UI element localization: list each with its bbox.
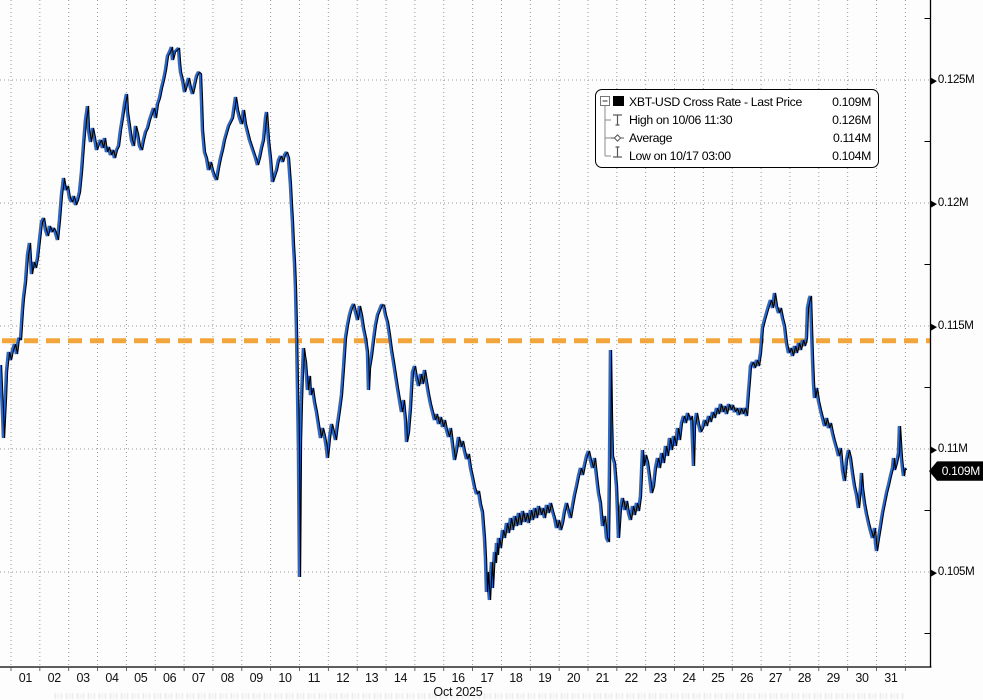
x-tick-label: 19 — [538, 671, 552, 685]
x-tick-label: 05 — [134, 671, 148, 685]
x-tick-label: 09 — [249, 671, 264, 685]
y-tick-arrow-icon: ▶ — [931, 320, 937, 332]
y-tick-label: ▶ 0.115M — [931, 318, 974, 334]
y-tick-text: 0.115M — [937, 320, 974, 332]
x-tick-label: 12 — [336, 671, 350, 685]
legend-series-value: 0.109M — [832, 95, 871, 109]
x-tick-label: 23 — [653, 671, 667, 685]
x-tick-label: 16 — [451, 671, 466, 685]
x-tick-label: 07 — [191, 671, 206, 685]
y-tick-label: ▶ 0.125M — [931, 72, 975, 88]
cropped-footer-text — [55, 693, 903, 699]
x-tick-label: 03 — [76, 671, 90, 685]
y-tick-arrow-icon: ▶ — [931, 443, 937, 455]
x-tick-label: 15 — [422, 671, 437, 685]
x-tick-label: 30 — [855, 671, 869, 685]
x-tick-label: 08 — [220, 671, 235, 685]
legend-average-label: Average — [629, 131, 673, 145]
high-marker-icon — [613, 114, 622, 126]
x-tick-label: 28 — [797, 671, 812, 685]
y-tick-arrow-icon: ▶ — [931, 74, 937, 86]
x-tick-label: 22 — [624, 671, 639, 685]
axis-tick-marks — [10, 18, 931, 671]
x-tick-label: 21 — [595, 671, 610, 685]
x-tick-label: 20 — [566, 671, 581, 685]
legend-row-low: Low on 10/17 03:00 0.104M — [629, 148, 871, 164]
x-axis-month-label: Oct 2025 — [433, 685, 483, 699]
x-tick-label: 24 — [682, 671, 696, 685]
price-line-series — [0, 46, 908, 601]
x-tick-label: 27 — [768, 671, 783, 685]
legend-high-value: 0.126M — [832, 113, 871, 127]
legend-low-label: Low on 10/17 03:00 — [629, 149, 731, 163]
x-tick-label: 01 — [18, 671, 33, 685]
last-price-badge: 0.109M — [929, 461, 983, 481]
legend-row-series: XBT-USD Cross Rate - Last Price 0.109M — [629, 94, 871, 110]
x-tick-label: 02 — [47, 671, 62, 685]
average-marker-icon — [611, 134, 624, 142]
legend-box: XBT-USD Cross Rate - Last Price 0.109M H… — [595, 89, 879, 168]
y-tick-text: 0.105M — [937, 566, 975, 578]
legend-row-high: High on 10/06 11:30 0.126M — [629, 112, 871, 128]
y-tick-arrow-icon: ▶ — [931, 197, 937, 209]
legend-tree-and-marker-icons — [600, 96, 624, 158]
legend-expand-toggle-icon[interactable] — [600, 96, 610, 106]
y-tick-text: 0.11M — [937, 443, 968, 455]
x-tick-label: 31 — [884, 671, 898, 685]
y-tick-label: ▶ 0.105M — [931, 564, 975, 580]
x-tick-label: 14 — [393, 671, 408, 685]
x-tick-label: 18 — [509, 671, 523, 685]
x-tick-label: 17 — [480, 671, 494, 685]
x-tick-label: 25 — [711, 671, 725, 685]
legend-series-label: XBT-USD Cross Rate - Last Price — [629, 95, 802, 109]
legend-row-average: Average 0.114M — [629, 130, 871, 146]
x-tick-label: 06 — [163, 671, 177, 685]
legend-average-value: 0.114M — [832, 131, 871, 145]
x-tick-label: 29 — [826, 671, 841, 685]
y-tick-label: ▶ 0.11M — [931, 441, 968, 457]
x-tick-label: 10 — [278, 671, 292, 685]
legend-tree-lines — [604, 105, 611, 157]
y-tick-arrow-icon: ▶ — [931, 566, 937, 578]
y-tick-text: 0.125M — [937, 74, 975, 86]
series-swatch-icon — [613, 96, 624, 106]
y-tick-text: 0.12M — [937, 197, 969, 209]
x-tick-label: 26 — [740, 671, 754, 685]
x-tick-label: 13 — [364, 671, 379, 685]
x-tick-label: 11 — [307, 671, 321, 685]
legend-high-label: High on 10/06 11:30 — [629, 113, 733, 127]
legend-low-value: 0.104M — [832, 149, 871, 163]
x-tick-label: 04 — [105, 671, 119, 685]
low-marker-icon — [613, 146, 622, 158]
y-tick-label: ▶ 0.12M — [931, 195, 969, 211]
